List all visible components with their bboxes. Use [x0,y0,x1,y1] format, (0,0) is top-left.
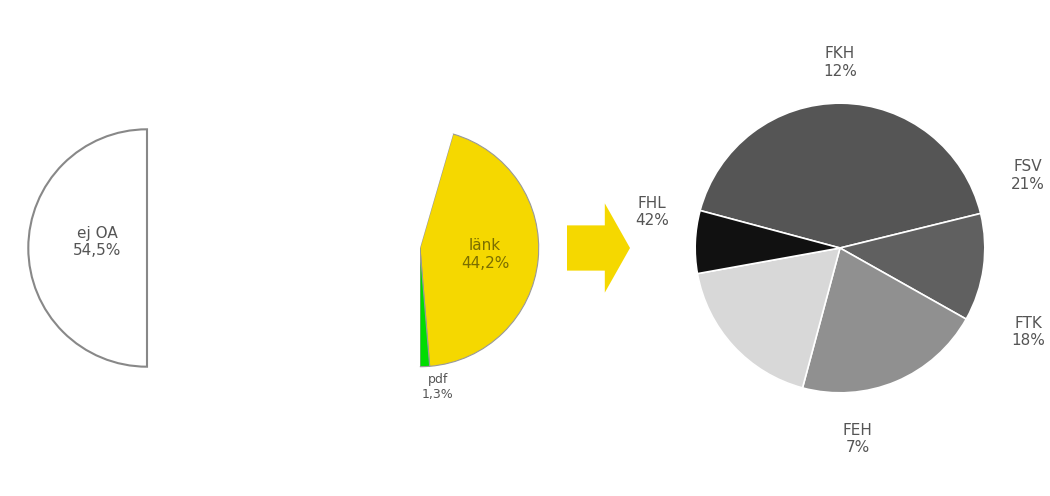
Text: länk
44,2%: länk 44,2% [461,239,509,271]
Wedge shape [697,248,840,388]
Wedge shape [840,213,985,319]
Wedge shape [700,103,981,248]
FancyArrow shape [567,203,630,293]
Wedge shape [301,129,454,367]
Text: pdf
1,3%: pdf 1,3% [422,372,454,401]
Text: ej OA
54,5%: ej OA 54,5% [72,226,122,258]
Wedge shape [420,248,429,367]
Text: FSV
21%: FSV 21% [1011,159,1045,192]
Text: FKH
12%: FKH 12% [823,47,857,79]
Text: FTK
18%: FTK 18% [1011,316,1045,348]
Text: FHL
42%: FHL 42% [635,195,669,228]
Wedge shape [28,129,147,367]
Wedge shape [802,248,966,393]
Wedge shape [695,210,840,274]
Text: FEH
7%: FEH 7% [842,423,873,455]
Wedge shape [420,134,539,367]
